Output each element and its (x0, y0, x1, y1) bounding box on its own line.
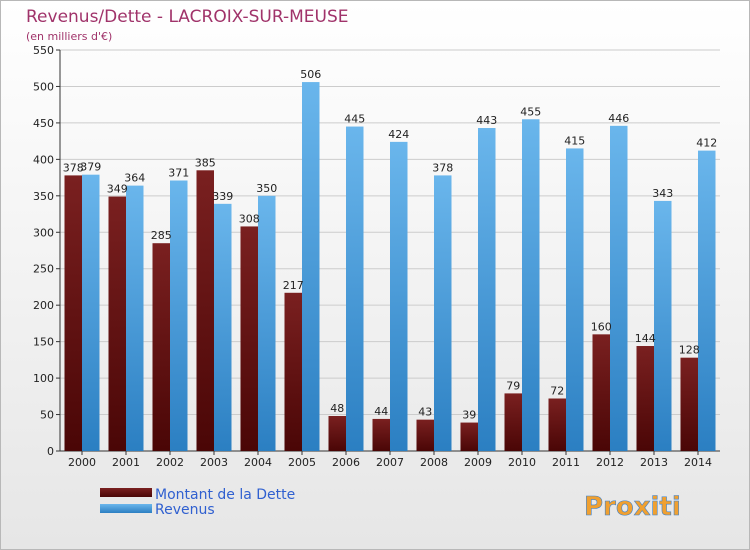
bar-revenus (390, 141, 408, 451)
legend: Montant de la Dette Revenus (100, 487, 295, 518)
x-tick-label: 2003 (200, 456, 228, 469)
x-tick-label: 2012 (596, 456, 624, 469)
data-label-revenus: 424 (388, 128, 409, 141)
data-label-dette: 285 (151, 229, 172, 242)
y-tick-label: 350 (33, 190, 54, 203)
data-label-revenus: 445 (344, 113, 365, 126)
bar-dette (328, 416, 346, 451)
data-label-revenus: 415 (564, 134, 585, 147)
x-tick-label: 2002 (156, 456, 184, 469)
y-tick-label: 550 (33, 44, 54, 57)
bar-dette (284, 292, 302, 451)
x-tick-label: 2014 (684, 456, 712, 469)
data-label-revenus: 339 (212, 190, 233, 203)
data-label-dette: 39 (462, 409, 476, 422)
bar-dette (636, 346, 654, 451)
chart-subtitle: (en milliers d'€) (26, 30, 112, 43)
data-label-dette: 378 (63, 161, 84, 174)
data-label-dette: 43 (418, 406, 432, 419)
data-label-revenus: 378 (432, 161, 453, 174)
data-label-revenus: 343 (652, 187, 673, 200)
y-tick-label: 450 (33, 117, 54, 130)
axes: 0 50 100 150 200 250 300 350 400 450 500 550 2000 200… (33, 44, 720, 469)
legend-swatch-revenus (100, 504, 152, 513)
x-tick-label: 2010 (508, 456, 536, 469)
bar-dette (152, 243, 170, 451)
bar-dette (108, 196, 126, 451)
x-tick-label: 2008 (420, 456, 448, 469)
y-tick-label: 0 (47, 445, 54, 458)
bar-revenus (434, 175, 452, 452)
y-tick-label: 400 (33, 153, 54, 166)
bar-dette (680, 357, 698, 451)
x-tick-label: 2001 (112, 456, 140, 469)
bar-revenus (126, 185, 144, 452)
bar-revenus (214, 203, 232, 451)
bar-revenus (346, 126, 364, 452)
legend-swatch-debt (100, 488, 152, 497)
y-tick-label: 100 (33, 372, 54, 385)
data-label-revenus: 446 (608, 112, 629, 125)
bar-revenus (302, 82, 320, 451)
proxiti-logo: Proxiti (584, 492, 681, 522)
legend-label-debt: Montant de la Dette (155, 487, 295, 503)
chart-title: Revenus/Dette - LACROIX-SUR-MEUSE (26, 7, 349, 27)
y-tick-label: 300 (33, 226, 54, 239)
data-label-revenus: 379 (80, 161, 101, 174)
bar-revenus (170, 180, 188, 452)
bar-revenus (478, 128, 496, 451)
x-tick-label: 2000 (68, 456, 96, 469)
bar-revenus (258, 195, 276, 451)
bar-dette (240, 226, 258, 451)
bar-dette (416, 419, 434, 451)
data-label-dette: 79 (506, 379, 520, 392)
data-label-dette: 48 (330, 402, 344, 415)
bar-dette (548, 398, 566, 451)
bar-dette (196, 170, 214, 452)
data-label-revenus: 371 (168, 167, 189, 180)
bar-revenus (610, 125, 628, 452)
bar-revenus (566, 148, 584, 451)
x-tick-label: 2013 (640, 456, 668, 469)
data-label-revenus: 412 (696, 137, 717, 150)
bar-revenus (522, 119, 540, 451)
legend-label-revenus: Revenus (155, 502, 215, 518)
bar-revenus (82, 174, 100, 451)
y-tick-label: 250 (33, 263, 54, 276)
data-label-revenus: 506 (300, 68, 321, 81)
data-label-dette: 72 (550, 385, 564, 398)
bar-revenus (654, 200, 672, 451)
x-tick-label: 2006 (332, 456, 360, 469)
bar-dette (460, 422, 478, 451)
bars (64, 82, 716, 452)
data-label-revenus: 443 (476, 114, 497, 127)
data-labels: 3783793493642853713853393083502175064844… (63, 68, 718, 421)
data-label-dette: 349 (107, 183, 128, 196)
data-label-dette: 44 (374, 405, 388, 418)
y-tick-label: 150 (33, 336, 54, 349)
bar-dette (504, 393, 522, 451)
y-tick-label: 200 (33, 299, 54, 312)
data-label-dette: 128 (679, 344, 700, 357)
data-label-dette: 217 (283, 279, 304, 292)
data-label-dette: 160 (591, 320, 612, 333)
data-label-dette: 144 (635, 332, 656, 345)
bar-revenus (698, 150, 716, 451)
x-tick-label: 2011 (552, 456, 580, 469)
x-tick-label: 2007 (376, 456, 404, 469)
bar-dette (64, 175, 82, 452)
x-tick-label: 2009 (464, 456, 492, 469)
bar-dette (592, 334, 610, 451)
x-tick-label: 2004 (244, 456, 272, 469)
data-label-revenus: 364 (124, 172, 145, 185)
bar-dette (372, 418, 390, 451)
data-label-dette: 308 (239, 212, 260, 225)
data-label-revenus: 350 (256, 182, 277, 195)
data-label-dette: 385 (195, 156, 216, 169)
data-label-revenus: 455 (520, 105, 541, 118)
x-tick-label: 2005 (288, 456, 316, 469)
y-tick-label: 500 (33, 80, 54, 93)
y-tick-label: 50 (40, 409, 54, 422)
